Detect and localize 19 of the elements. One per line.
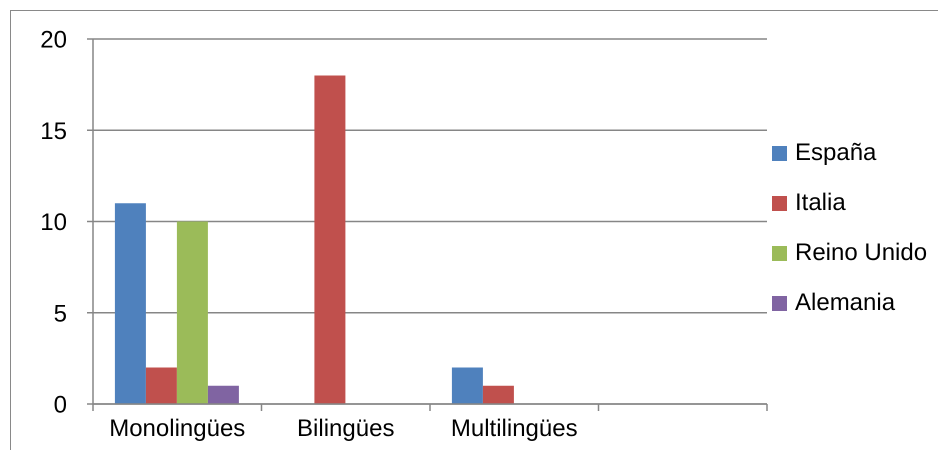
y-tick-label: 20 bbox=[40, 26, 67, 54]
bar bbox=[482, 386, 514, 404]
x-tick-label: Monolingües bbox=[109, 415, 246, 442]
bar bbox=[146, 368, 177, 404]
bar bbox=[314, 76, 346, 404]
x-tick-label: Bilingües bbox=[297, 415, 394, 442]
y-tick-label: 10 bbox=[40, 209, 67, 236]
legend-label: Italia bbox=[795, 189, 846, 217]
bar bbox=[176, 222, 208, 404]
legend-label: Alemania bbox=[795, 289, 896, 317]
bar bbox=[452, 368, 483, 404]
legend-label: España bbox=[795, 139, 876, 167]
y-tick-label: 5 bbox=[54, 300, 67, 328]
y-tick-label: 15 bbox=[40, 118, 67, 145]
legend-label: Reino Unido bbox=[795, 239, 928, 267]
bar bbox=[208, 386, 239, 404]
x-tick-label: Multilingües bbox=[450, 415, 578, 442]
bar bbox=[114, 203, 146, 404]
y-tick-label: 0 bbox=[54, 392, 67, 419]
